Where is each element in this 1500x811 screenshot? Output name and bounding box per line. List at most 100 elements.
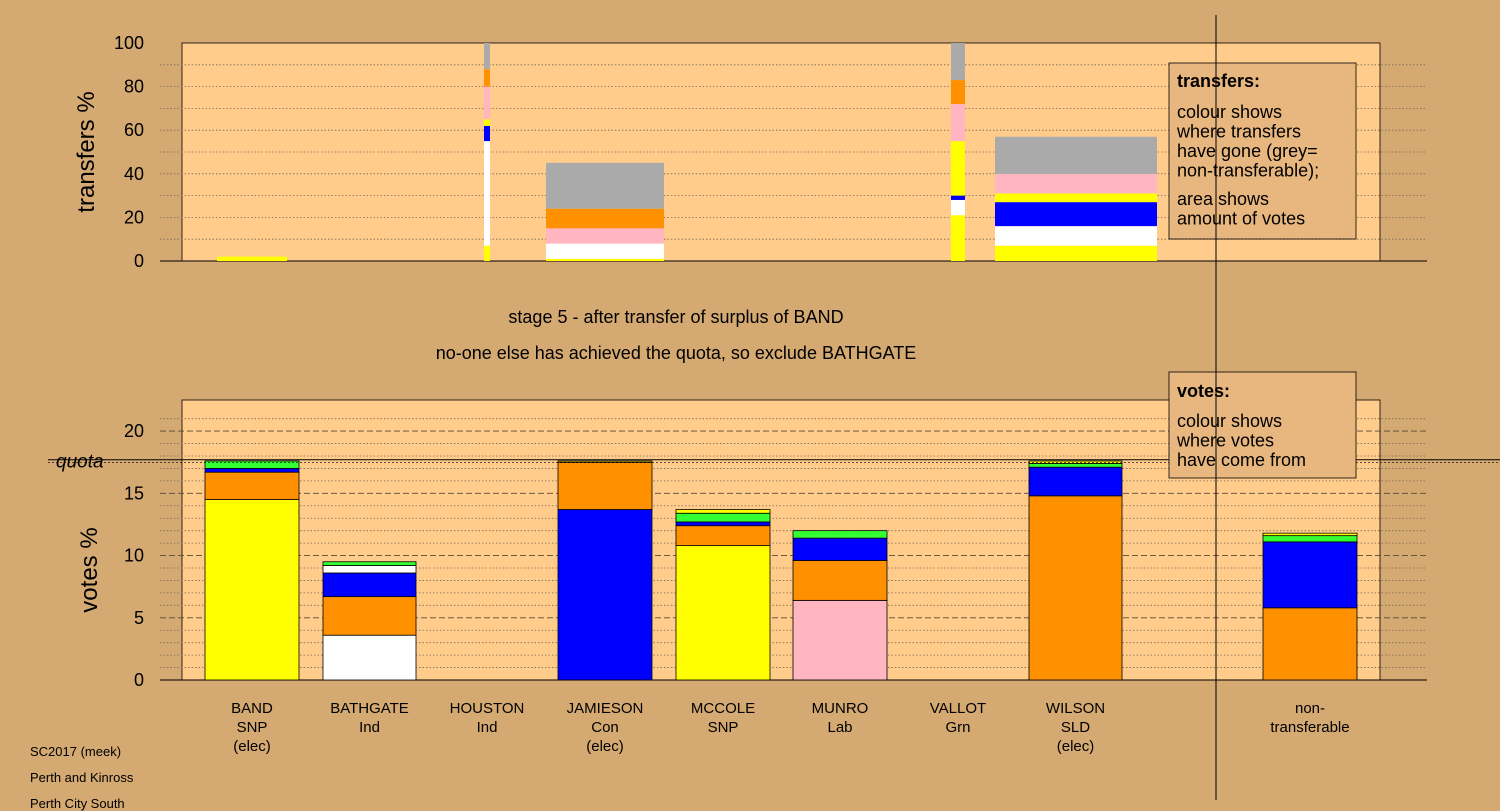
vote-bar-segment: [1262, 535, 1358, 543]
transfer-bar-segment: [546, 258, 664, 261]
candidate-label: non-: [1295, 700, 1325, 717]
transfers-legend-box: [1168, 62, 1357, 240]
vote-bar-segment: [1262, 541, 1358, 609]
candidate-label: JAMIESON: [567, 700, 644, 717]
votes-legend-text: where votes: [1176, 431, 1274, 451]
candidate-label: BATHGATE: [330, 700, 409, 717]
transfer-bar-segment: [546, 162, 664, 209]
candidate-label: MUNRO: [812, 700, 869, 717]
candidate-label: (elec): [586, 738, 624, 755]
vote-bar-segment: [675, 512, 771, 523]
candidate-label: SNP: [708, 719, 739, 736]
transfer-bar-segment: [217, 256, 287, 261]
candidate-label: BAND: [231, 700, 273, 717]
candidate-label: SNP: [237, 719, 268, 736]
transfers-panel: 0 20 40 60 80 100 transfers % transfers: colour …: [73, 33, 1427, 271]
candidate-label: VALLOT: [930, 700, 986, 717]
votes-y-tick-label: 0: [134, 670, 144, 690]
stage-caption: stage 5 - after transfer of surplus of B…: [508, 307, 843, 327]
quota-label: quota: [56, 452, 104, 473]
transfers-y-tick-label: 20: [124, 207, 144, 227]
transfer-bar-segment: [484, 69, 490, 87]
candidate-label: Ind: [477, 719, 498, 736]
vote-bar-segment: [675, 545, 771, 681]
transfer-bar-segment: [995, 226, 1157, 246]
transfer-bar-segment: [546, 228, 664, 244]
transfers-y-tick-label: 100: [114, 33, 144, 53]
vote-bar-segment: [1028, 463, 1123, 468]
vote-bar-segment: [1262, 532, 1358, 537]
candidate-label: MCCOLE: [691, 700, 755, 717]
transfers-legend-title: transfers:: [1177, 71, 1260, 91]
transfer-bar-segment: [995, 173, 1157, 194]
transfer-bar-segment: [951, 80, 965, 105]
transfer-bar-segment: [995, 202, 1157, 227]
transfer-bar-segment: [995, 193, 1157, 203]
transfer-bar-segment: [484, 245, 490, 261]
candidate-label: SLD: [1061, 719, 1090, 736]
votes-legend-text: colour shows: [1177, 411, 1282, 431]
vote-bar-segment: [557, 460, 653, 463]
transfers-legend-text: non-transferable);: [1177, 161, 1319, 181]
vote-bar-segment: [204, 468, 300, 473]
votes-legend-box: [1168, 371, 1357, 479]
transfer-bar-segment: [995, 136, 1157, 174]
votes-y-axis-title: votes %: [76, 527, 103, 612]
votes-y-tick-label: 5: [134, 608, 144, 628]
transfer-bar-segment: [951, 199, 965, 216]
votes-legend-text: have come from: [1177, 450, 1306, 470]
transfers-legend-text: colour shows: [1177, 102, 1282, 122]
transfers-y-tick-label: 40: [124, 164, 144, 184]
transfers-y-axis-title: transfers %: [73, 91, 100, 212]
votes-y-tick-label: 10: [124, 546, 144, 566]
vote-bar-segment: [557, 461, 653, 510]
transfers-y-tick-label: 0: [134, 251, 144, 271]
candidate-label: (elec): [1057, 738, 1095, 755]
transfer-bar-segment: [484, 86, 490, 120]
candidate-label: Grn: [945, 719, 970, 736]
vote-bar-segment: [1262, 607, 1358, 681]
vote-bar-segment: [675, 521, 771, 527]
transfer-bar-segment: [484, 141, 490, 246]
vote-bar-segment: [322, 572, 417, 598]
transfers-legend-text: area shows: [1177, 189, 1269, 209]
transfer-bar-segment: [951, 195, 965, 200]
footer-ward: Perth City South: [30, 796, 125, 811]
transfer-bar-segment: [484, 119, 490, 126]
transfers-legend-text: amount of votes: [1177, 209, 1305, 229]
vote-bar-segment: [792, 599, 888, 681]
transfer-bar-segment: [995, 245, 1157, 261]
vote-bar-segment: [322, 634, 417, 681]
vote-bar-segment: [792, 560, 888, 601]
candidate-label: Con: [591, 719, 619, 736]
transfer-bar-segment: [951, 104, 965, 142]
candidate-label: Lab: [827, 719, 852, 736]
vote-bar-segment: [1028, 495, 1123, 681]
votes-y-tick-label: 20: [124, 421, 144, 441]
status-caption: no-one else has achieved the quota, so e…: [436, 343, 917, 363]
vote-bar-segment: [322, 565, 417, 574]
transfer-bar-segment: [546, 243, 664, 259]
transfers-y-tick-label: 60: [124, 120, 144, 140]
vote-bar-segment: [675, 509, 771, 514]
footer-election: SC2017 (meek): [30, 744, 122, 759]
vote-bar-segment: [204, 471, 300, 500]
candidate-label: (elec): [233, 738, 271, 755]
vote-bar-segment: [792, 530, 888, 539]
vote-bar-segment: [675, 525, 771, 547]
transfer-bar-segment: [951, 141, 965, 196]
candidate-label: WILSON: [1046, 700, 1105, 717]
footer-council: Perth and Kinross: [30, 770, 134, 785]
vote-bar-segment: [1028, 466, 1123, 497]
transfer-bar-segment: [546, 208, 664, 229]
vote-bar-segment: [204, 460, 300, 469]
vote-bar-segment: [792, 537, 888, 561]
vote-bar-segment: [322, 561, 417, 566]
candidate-label: Ind: [359, 719, 380, 736]
vote-bar-segment: [322, 596, 417, 636]
transfer-bar-segment: [484, 43, 490, 70]
candidate-label: transferable: [1270, 719, 1349, 736]
transfers-legend-text: have gone (grey=: [1177, 141, 1318, 161]
